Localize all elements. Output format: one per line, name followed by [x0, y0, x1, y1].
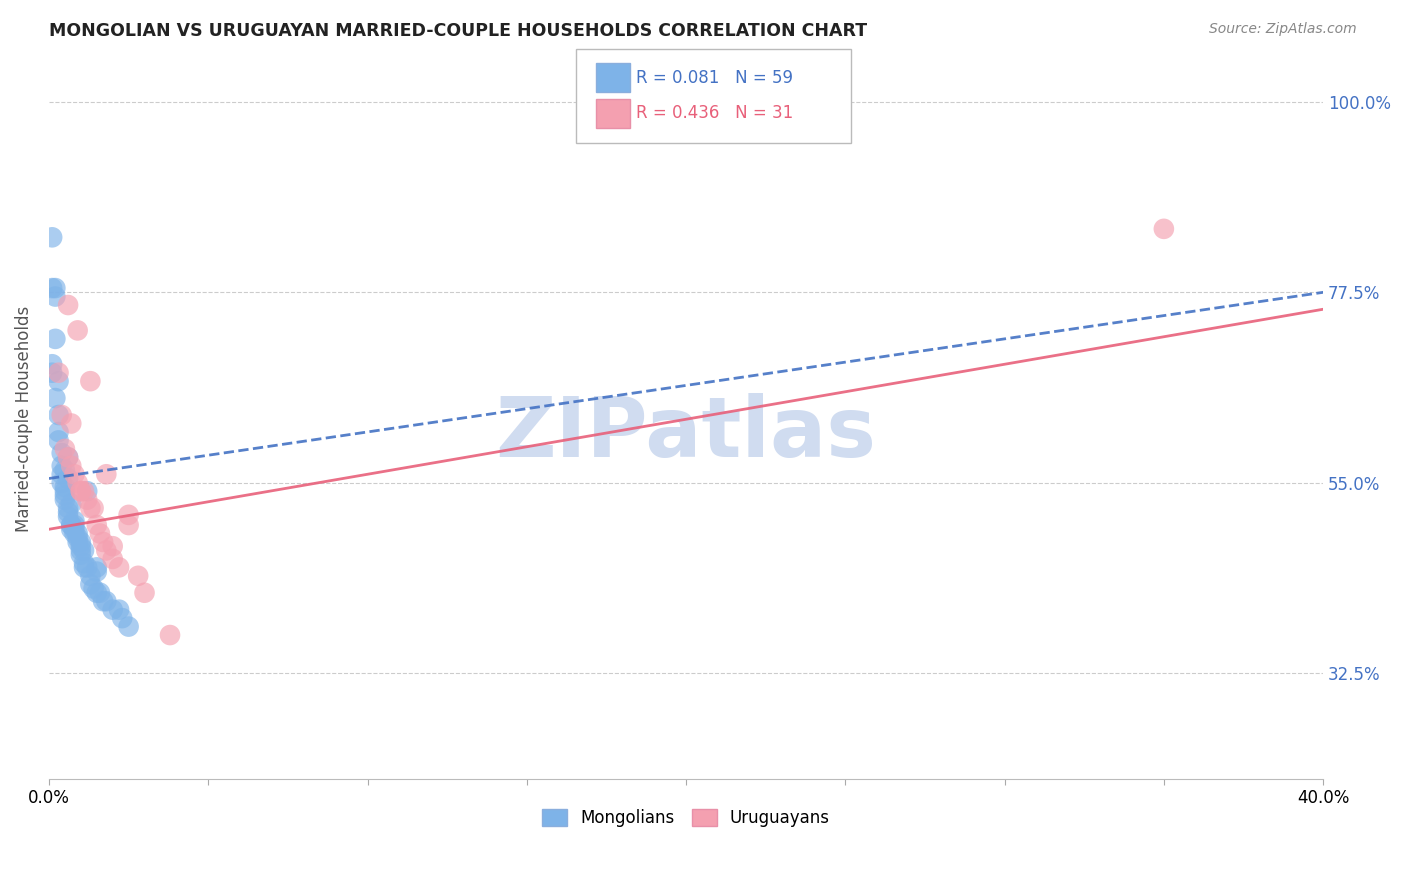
Point [53, 492, 76, 507]
Point [48, 434, 70, 448]
Point [108, 602, 131, 616]
Point [96, 594, 118, 608]
Point [134, 586, 156, 600]
Point [56, 505, 79, 519]
Point [60, 417, 83, 431]
Point [76, 560, 98, 574]
Point [101, 602, 124, 616]
Point [56, 501, 79, 516]
Text: R = 0.436   N = 31: R = 0.436 N = 31 [636, 104, 793, 122]
Point [89, 526, 111, 541]
Point [127, 569, 149, 583]
Point [69, 484, 91, 499]
Point [76, 492, 98, 507]
Point [73, 543, 96, 558]
Point [53, 484, 76, 499]
Point [51, 408, 73, 422]
Point [73, 560, 96, 574]
Point [66, 535, 89, 549]
Point [89, 586, 111, 600]
Point [66, 323, 89, 337]
Point [41, 230, 63, 244]
Point [44, 289, 66, 303]
Point [48, 366, 70, 380]
Point [79, 577, 101, 591]
Point [56, 298, 79, 312]
Point [96, 543, 118, 558]
Point [41, 281, 63, 295]
Point [73, 484, 96, 499]
Point [159, 628, 181, 642]
Point [41, 366, 63, 380]
Point [117, 619, 139, 633]
Point [53, 488, 76, 502]
Point [86, 565, 108, 579]
Point [108, 560, 131, 574]
Point [117, 508, 139, 522]
Y-axis label: Married-couple Households: Married-couple Households [15, 306, 32, 533]
Point [56, 509, 79, 524]
Point [44, 391, 66, 405]
Point [69, 543, 91, 558]
Point [60, 497, 83, 511]
Point [53, 442, 76, 456]
Text: R = 0.081   N = 59: R = 0.081 N = 59 [636, 69, 793, 87]
Point [63, 522, 86, 536]
Point [91, 535, 114, 549]
Point [69, 539, 91, 553]
Point [53, 480, 76, 494]
Point [48, 374, 70, 388]
Point [63, 526, 86, 541]
Point [44, 332, 66, 346]
Point [79, 501, 101, 516]
Point [91, 594, 114, 608]
Point [1153, 222, 1175, 236]
Text: MONGOLIAN VS URUGUAYAN MARRIED-COUPLE HOUSEHOLDS CORRELATION CHART: MONGOLIAN VS URUGUAYAN MARRIED-COUPLE HO… [49, 22, 868, 40]
Point [66, 475, 89, 490]
Point [76, 484, 98, 499]
Text: Source: ZipAtlas.com: Source: ZipAtlas.com [1209, 22, 1357, 37]
Point [51, 446, 73, 460]
Point [96, 467, 118, 482]
Point [86, 560, 108, 574]
Point [83, 501, 105, 516]
Point [69, 548, 91, 562]
Point [66, 526, 89, 541]
Point [60, 518, 83, 533]
Point [69, 535, 91, 549]
Point [60, 458, 83, 473]
Point [60, 522, 83, 536]
Point [56, 450, 79, 465]
Point [83, 582, 105, 596]
Point [51, 475, 73, 490]
Point [79, 569, 101, 583]
Point [86, 586, 108, 600]
Point [111, 611, 134, 625]
Point [44, 281, 66, 295]
Point [48, 425, 70, 439]
Point [51, 467, 73, 482]
Point [69, 484, 91, 499]
Point [63, 514, 86, 528]
Legend: Mongolians, Uruguayans: Mongolians, Uruguayans [534, 800, 838, 835]
Point [66, 531, 89, 545]
Point [101, 552, 124, 566]
Point [51, 458, 73, 473]
Point [60, 518, 83, 533]
Point [101, 539, 124, 553]
Text: ZIPatlas: ZIPatlas [495, 393, 876, 475]
Point [86, 518, 108, 533]
Point [53, 463, 76, 477]
Point [41, 357, 63, 371]
Point [48, 408, 70, 422]
Point [56, 450, 79, 465]
Point [79, 374, 101, 388]
Point [63, 467, 86, 482]
Point [73, 556, 96, 570]
Point [63, 518, 86, 533]
Point [56, 471, 79, 485]
Point [117, 518, 139, 533]
